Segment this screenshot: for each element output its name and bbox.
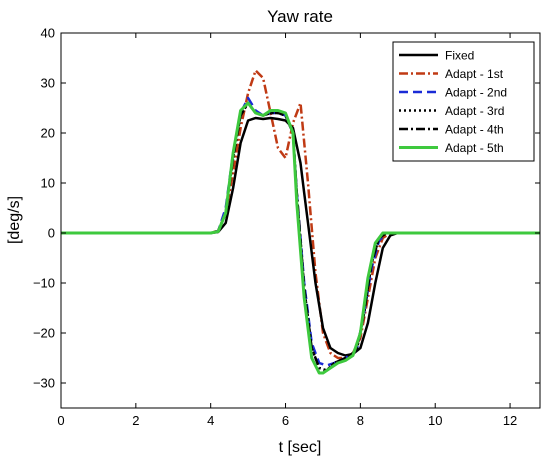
x-tick-label: 4 (207, 413, 214, 428)
x-axis-label: t [sec] (279, 439, 322, 456)
plot-frame (60, 32, 541, 409)
legend-label-1: Fixed (445, 49, 474, 63)
y-axis-label: [deg/s] (6, 196, 23, 244)
y-tick-label: −10 (33, 276, 55, 291)
axes-layer: 0 2 4 6 8 10 12 −30 −20 −10 0 10 20 30 40 (33, 26, 541, 428)
x-tick-label: 8 (357, 413, 364, 428)
y-tick-label: 10 (41, 176, 55, 191)
y-tick-label: −30 (33, 376, 55, 391)
legend-label-4: Adapt - 3rd (445, 104, 504, 118)
legend-label-5: Adapt - 4th (445, 123, 504, 137)
series-layer (61, 69, 540, 375)
legend: Fixed Adapt - 1st Adapt - 2nd Adapt - 3rd Ad… (392, 41, 535, 162)
x-tick-label: 10 (428, 413, 442, 428)
x-tick-label: 12 (503, 413, 517, 428)
legend-label-2: Adapt - 1st (445, 67, 504, 81)
chart-title: Yaw rate (267, 7, 333, 26)
legend-label-6: Adapt - 5th (445, 141, 504, 155)
y-tick-label: 20 (41, 126, 55, 141)
y-tick-label: 0 (48, 226, 55, 241)
series-line-6 (61, 101, 540, 375)
series-line-1 (61, 116, 540, 357)
legend-box (392, 41, 535, 162)
x-tick-label: 0 (57, 413, 64, 428)
y-tick-label: 30 (41, 76, 55, 91)
y-tick-label: −20 (33, 326, 55, 341)
x-tick-label: 2 (132, 413, 139, 428)
y-tick-label: 40 (41, 26, 55, 41)
x-tick-label: 6 (282, 413, 289, 428)
legend-label-3: Adapt - 2nd (445, 86, 507, 100)
